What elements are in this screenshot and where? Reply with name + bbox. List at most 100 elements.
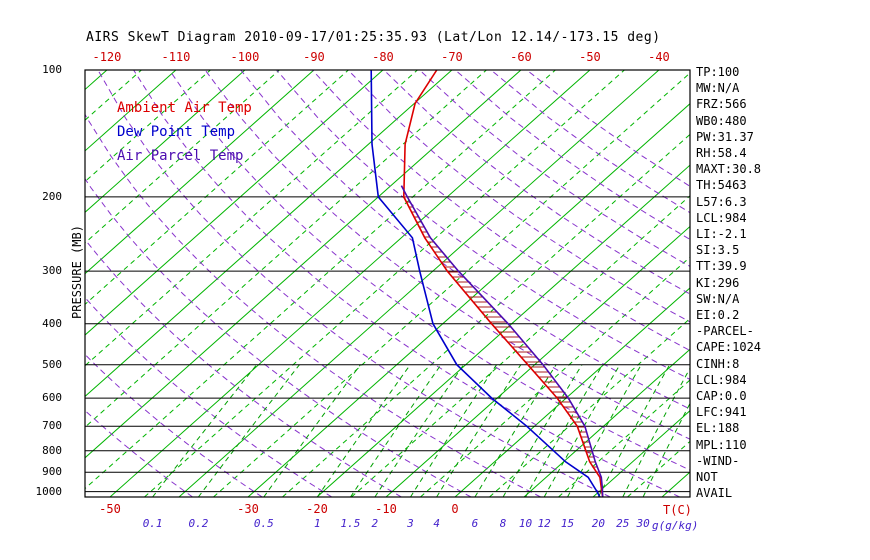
isotherm-line bbox=[85, 70, 418, 367]
dry-adiabat-line bbox=[347, 70, 690, 323]
dry-adiabat-line bbox=[419, 70, 690, 267]
dry-adiabat-line bbox=[85, 409, 193, 497]
temp-top-tick-label: -120 bbox=[92, 50, 122, 64]
stat-line: RH:58.4 bbox=[696, 146, 747, 161]
dry-adiabat-line bbox=[85, 353, 263, 497]
mixing-ratio-label: 4 bbox=[433, 517, 440, 530]
mixing-ratio-line bbox=[410, 364, 498, 497]
isotherm-line bbox=[85, 70, 108, 91]
pressure-tick-label: 200 bbox=[42, 189, 62, 203]
mixing-ratio-line bbox=[474, 364, 557, 497]
isotherm-line bbox=[85, 70, 246, 213]
mixing-ratio-line bbox=[197, 364, 300, 497]
dry-adiabat-line bbox=[97, 70, 611, 497]
mixing-ratio-line bbox=[567, 364, 642, 497]
isotherm-line bbox=[0, 70, 38, 497]
mixing-ratio-label: 30 bbox=[636, 517, 650, 530]
pressure-tick-label: 800 bbox=[42, 443, 62, 457]
temp-top-tick-label: -110 bbox=[161, 50, 191, 64]
mixing-ratio-line bbox=[597, 364, 671, 497]
stat-line: KI:296 bbox=[696, 275, 740, 290]
isotherm-line bbox=[213, 72, 690, 497]
stat-line: SW:N/A bbox=[696, 291, 740, 306]
pressure-tick-label: 600 bbox=[42, 391, 62, 405]
temp-bottom-tick-label: -20 bbox=[306, 502, 328, 516]
temp-top-tick-label: -60 bbox=[510, 50, 532, 64]
temp-top-tick-label: -70 bbox=[441, 50, 463, 64]
mixing-ratio-label: 0.1 bbox=[142, 517, 163, 530]
mixing-ratio-line bbox=[642, 402, 690, 497]
mixing-ratio-line bbox=[350, 364, 442, 497]
pressure-tick-label: 900 bbox=[42, 465, 62, 479]
isotherm-line bbox=[85, 70, 522, 459]
isotherm-line bbox=[85, 70, 177, 152]
stat-line: LI:-2.1 bbox=[696, 227, 747, 242]
isotherm-line bbox=[85, 70, 315, 275]
stat-line: MW:N/A bbox=[696, 81, 740, 96]
stat-line: TH:5463 bbox=[696, 178, 747, 193]
chart-title: AIRS SkewT Diagram 2010-09-17/01:25:35.9… bbox=[86, 30, 661, 45]
dry-adiabat-line bbox=[85, 177, 472, 497]
temp-bottom-tick-label: -10 bbox=[375, 502, 397, 516]
dry-adiabat-line bbox=[311, 70, 690, 351]
stat-line: AVAIL bbox=[696, 486, 733, 501]
mixing-ratio-line bbox=[622, 367, 690, 497]
mixing-ratio-label: 12 bbox=[537, 517, 551, 530]
isotherm-line bbox=[85, 70, 280, 244]
mixing-ratio-line bbox=[374, 364, 465, 497]
temp-bottom-tick-label: -30 bbox=[237, 502, 259, 516]
pressure-tick-label: 300 bbox=[42, 264, 62, 278]
stat-line: CAPE:1024 bbox=[696, 340, 762, 355]
pressure-tick-label: 100 bbox=[42, 63, 62, 76]
dry-adiabat-line bbox=[276, 70, 690, 380]
dry-adiabat-line bbox=[168, 70, 690, 471]
temp-top-tick-label: -40 bbox=[648, 50, 670, 64]
isotherm-line bbox=[0, 70, 72, 497]
air-parcel-temp-curve bbox=[400, 185, 604, 497]
mixing-ratio-label: 0.2 bbox=[188, 517, 209, 530]
stat-line: WB0:480 bbox=[696, 113, 747, 128]
isotherm-line bbox=[85, 70, 556, 490]
isotherm-line bbox=[282, 133, 690, 497]
stat-line: LFC:941 bbox=[696, 405, 747, 420]
legend-dew-point-temp: Dew Point Temp bbox=[117, 124, 236, 140]
isotherm-line bbox=[85, 70, 211, 183]
stat-line: TP:100 bbox=[696, 65, 740, 79]
stat-line: -WIND- bbox=[696, 453, 740, 468]
mixing-ratio-line bbox=[502, 364, 583, 497]
isotherm-line bbox=[0, 70, 3, 497]
stat-line: MPL:110 bbox=[696, 437, 747, 452]
mixing-ratio-label: 10 bbox=[518, 517, 533, 530]
ambient-air-temp-curve bbox=[402, 70, 604, 497]
pressure-axis-label: PRESSURE (MB) bbox=[70, 225, 84, 319]
mixing-ratio-line bbox=[152, 364, 258, 497]
mixing-ratio-line bbox=[436, 364, 522, 497]
stat-line: LCL:984 bbox=[696, 372, 747, 387]
pressure-tick-label: 400 bbox=[42, 316, 62, 330]
dry-adiabat-line bbox=[383, 70, 690, 295]
pressure-tick-label: 700 bbox=[42, 419, 62, 433]
pressure-tick-label: 500 bbox=[42, 357, 62, 371]
stat-line: EI:0.2 bbox=[696, 308, 740, 323]
dry-adiabat-line bbox=[133, 70, 680, 497]
mixing-ratio-line bbox=[525, 364, 604, 497]
isotherm-line bbox=[85, 70, 384, 336]
dry-adiabat-line bbox=[85, 113, 541, 497]
stat-line: FRZ:566 bbox=[696, 97, 747, 112]
temp-bottom-tick-label: -50 bbox=[99, 502, 121, 516]
stat-line: CINH:8 bbox=[696, 356, 740, 371]
mixing-ratio-label: 6 bbox=[471, 517, 479, 530]
stat-line: MAXT:30.8 bbox=[696, 162, 762, 177]
stat-line: -PARCEL- bbox=[696, 324, 754, 339]
stat-line: CAP:0.0 bbox=[696, 389, 747, 404]
stat-line: NOT bbox=[696, 470, 718, 485]
temp-top-tick-label: -100 bbox=[230, 50, 260, 64]
isotherm-line bbox=[144, 70, 625, 497]
dew-point-temp-curve bbox=[370, 70, 601, 497]
stat-line: SI:3.5 bbox=[696, 243, 740, 258]
stat-line: PW:31.37 bbox=[696, 129, 754, 144]
plot-border bbox=[84, 69, 691, 498]
mixing-ratio-label: 0.5 bbox=[253, 517, 274, 530]
